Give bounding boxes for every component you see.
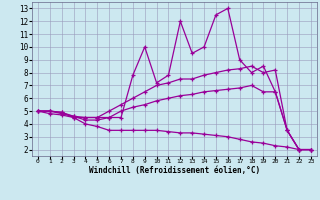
X-axis label: Windchill (Refroidissement éolien,°C): Windchill (Refroidissement éolien,°C) bbox=[89, 166, 260, 175]
